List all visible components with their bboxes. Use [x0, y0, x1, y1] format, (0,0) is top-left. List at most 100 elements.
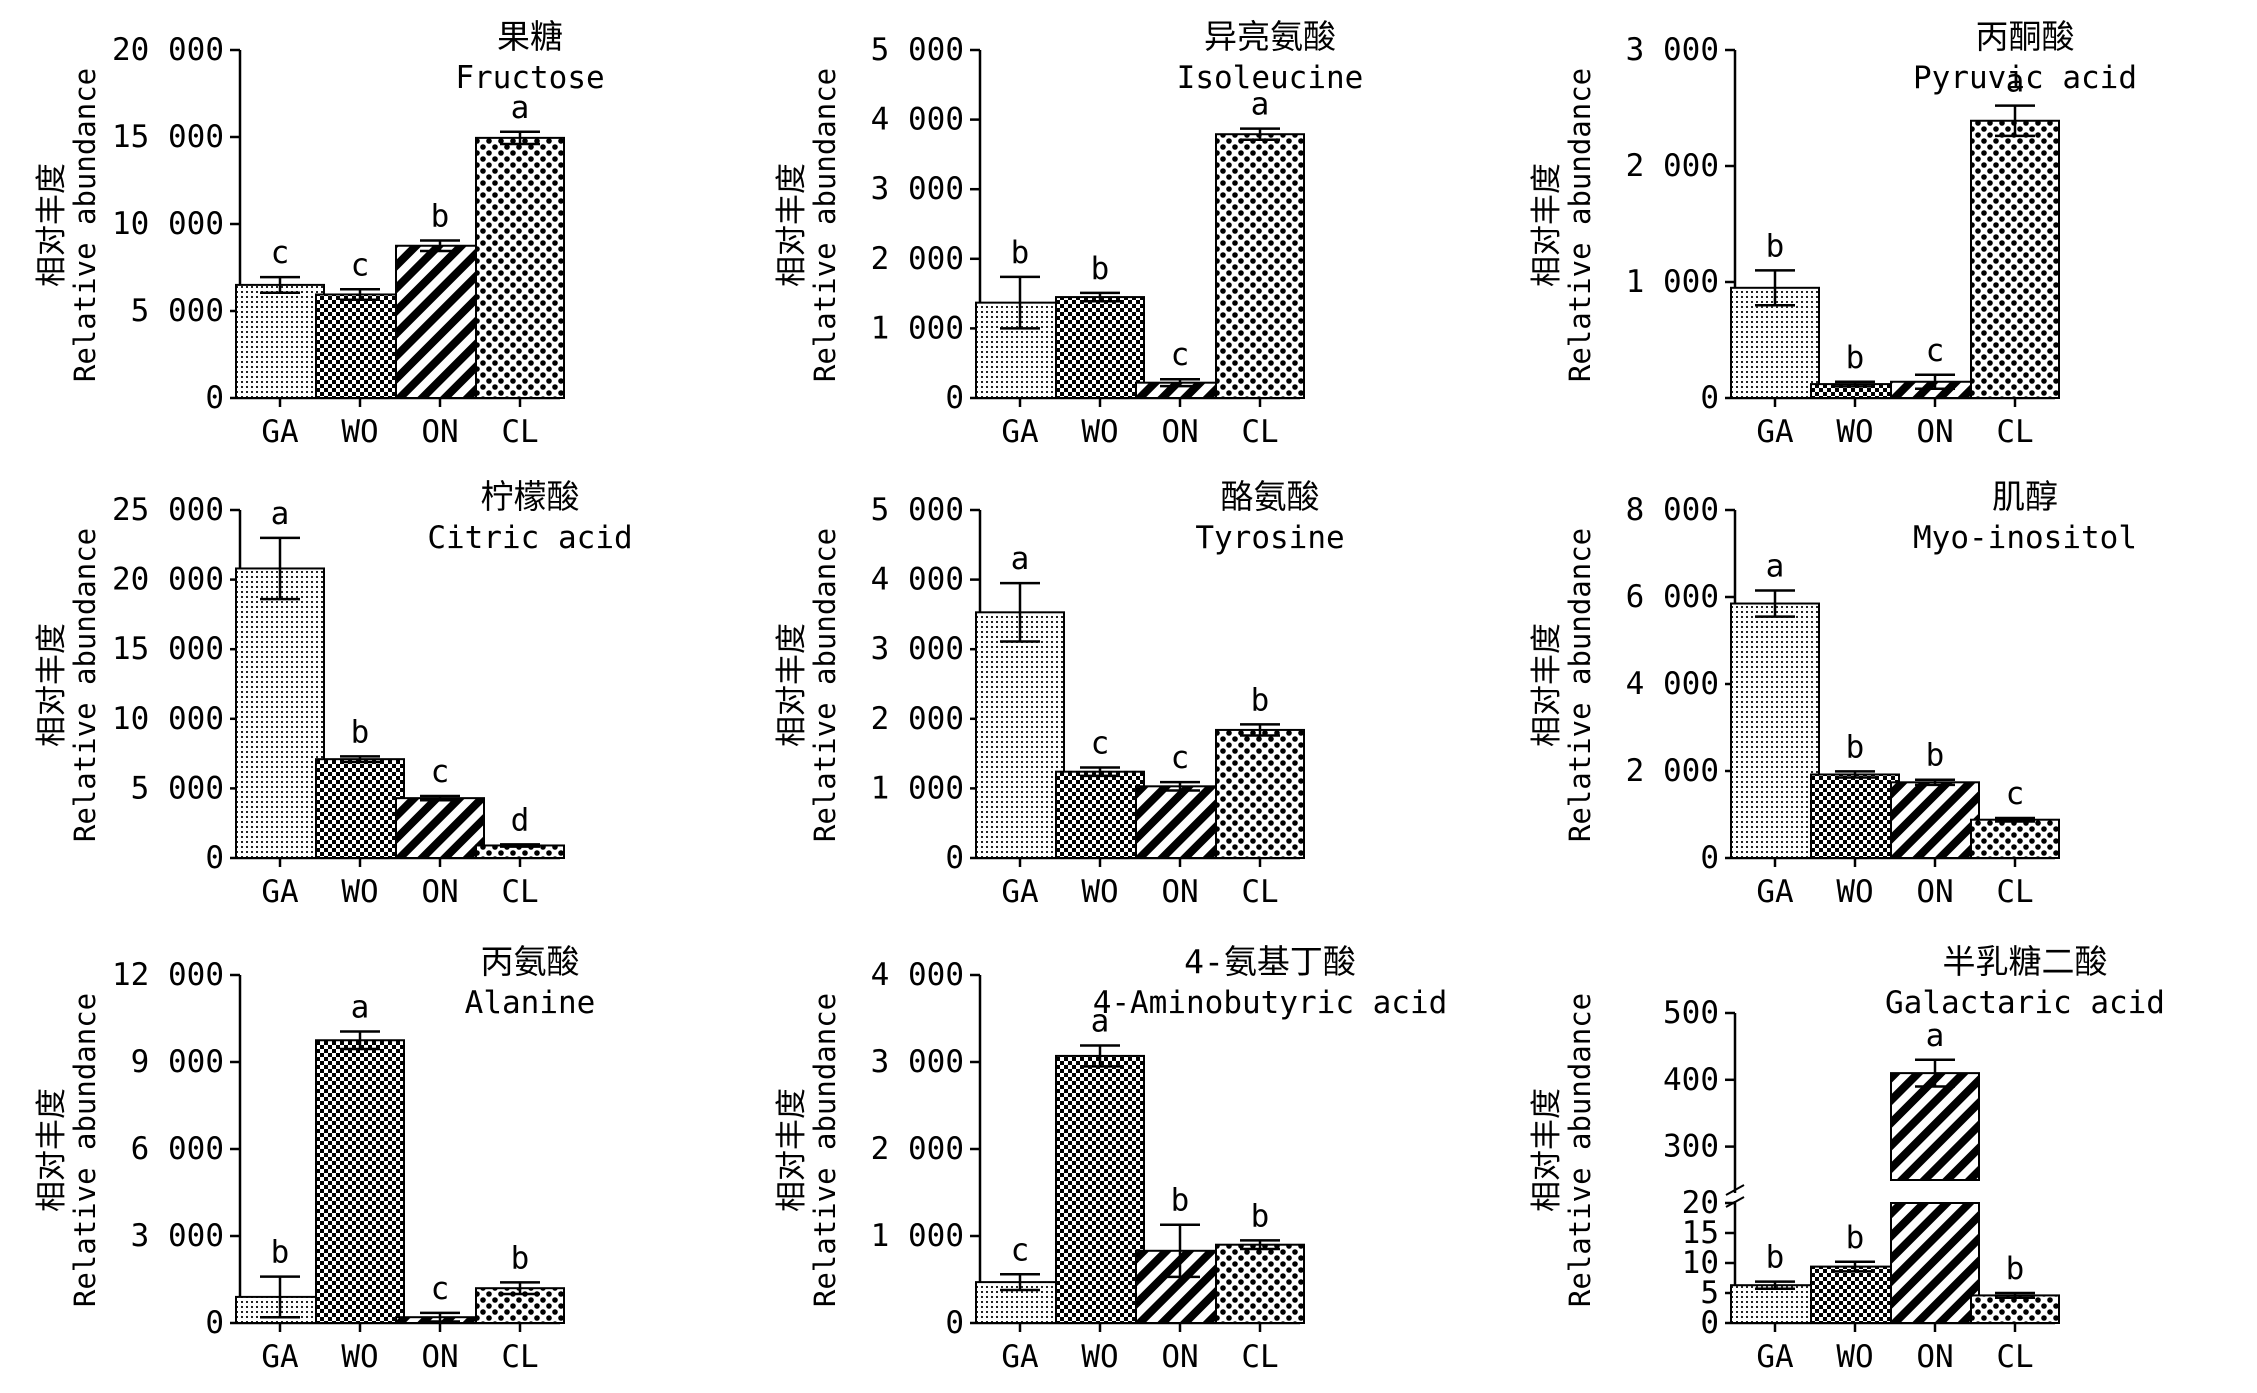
- chart-title-en: Pyruvic acid: [1913, 60, 2137, 96]
- y-tick-label: 20 000: [112, 562, 224, 598]
- y-tick-label: 15 000: [112, 631, 224, 667]
- significance-letter: c: [351, 247, 370, 283]
- bar-cl: [1215, 133, 1305, 399]
- chart-title-cn: 酪氨酸: [1221, 477, 1320, 516]
- y-tick-label: 0: [945, 1305, 964, 1341]
- x-tick-label: WO: [1836, 874, 1873, 910]
- y-axis-label-cn: 相对丰度: [774, 623, 810, 747]
- y-tick-label: 5 000: [871, 32, 964, 68]
- x-tick-label: CL: [501, 874, 538, 910]
- y-axis-label-en: Relative abundance: [808, 993, 842, 1307]
- y-tick-label: 5 000: [131, 770, 224, 806]
- bar-wo: [1055, 1054, 1145, 1324]
- y-tick-label: 4 000: [1626, 666, 1719, 702]
- y-axis-label-cn: 相对丰度: [34, 623, 70, 747]
- chart-title-en: Isoleucine: [1177, 60, 1364, 96]
- y-axis-label-cn: 相对丰度: [774, 1088, 810, 1212]
- significance-letter: b: [1926, 738, 1945, 774]
- y-tick-label: 20 000: [112, 32, 224, 68]
- chart-title-cn: 4-氨基丁酸: [1184, 942, 1356, 981]
- significance-letter: b: [1091, 251, 1110, 287]
- bar-wo: [1055, 770, 1145, 860]
- significance-letter: c: [1011, 1232, 1030, 1268]
- x-tick-label: GA: [1756, 1339, 1794, 1375]
- significance-letter: b: [351, 714, 370, 750]
- chart-panel-5: 0 1 000 2 000 3 000 4 000 5 000 相对丰度 Relative a…: [740, 460, 1502, 923]
- chart-panel-1: 0 5 000 10 000 15 000 20 000 相对丰度 Relative abu…: [0, 0, 762, 463]
- significance-letter: a: [351, 990, 370, 1026]
- x-tick-label: ON: [1161, 1339, 1198, 1375]
- x-tick-label: CL: [1996, 414, 2033, 450]
- bar-ga: [1730, 1284, 1820, 1325]
- chart-svg: 0 5 000 10 000 15 000 20 000 25 000 相对丰度Relati…: [34, 477, 633, 910]
- chart-title-en: Tyrosine: [1195, 520, 1344, 556]
- bar-on: [395, 244, 485, 399]
- x-tick-label: WO: [341, 1339, 378, 1375]
- significance-letter: c: [1171, 337, 1190, 373]
- y-tick-label: 8 000: [1626, 492, 1719, 528]
- bar-cl: [1215, 728, 1305, 859]
- bar-wo: [1810, 773, 1900, 860]
- x-tick-label: ON: [421, 874, 458, 910]
- y-tick-label: 0: [1700, 1305, 1719, 1341]
- significance-letter: b: [1766, 228, 1785, 264]
- bar-ga: [235, 283, 325, 399]
- significance-letter: c: [431, 1271, 450, 1307]
- bar-wo: [1055, 296, 1145, 399]
- significance-letter: b: [1251, 682, 1270, 718]
- y-tick-label: 1 000: [871, 310, 964, 346]
- bar-ga: [235, 567, 325, 860]
- chart-title-en: Myo-inositol: [1913, 520, 2137, 556]
- x-tick-label: ON: [1161, 414, 1198, 450]
- chart-title-cn: 柠檬酸: [481, 477, 580, 516]
- y-tick-label: 12 000: [112, 957, 224, 993]
- x-tick-label: GA: [1001, 1339, 1039, 1375]
- y-tick-label: 25 000: [112, 492, 224, 528]
- y-tick-label: 3 000: [131, 1218, 224, 1254]
- significance-letter: c: [1091, 726, 1110, 762]
- x-tick-label: GA: [1001, 874, 1039, 910]
- significance-letter: c: [1171, 740, 1190, 776]
- y-tick-label: 5 000: [131, 293, 224, 329]
- bar-wo: [315, 293, 405, 399]
- significance-letter: a: [1766, 548, 1785, 584]
- x-tick-label: ON: [1161, 874, 1198, 910]
- y-axis-label-cn: 相对丰度: [34, 163, 70, 287]
- x-tick-label: ON: [421, 1339, 458, 1375]
- x-tick-label: WO: [341, 414, 378, 450]
- y-tick-label: 9 000: [131, 1044, 224, 1080]
- chart-title-cn: 肌醇: [1992, 477, 2058, 516]
- y-tick-label: 3 000: [1626, 32, 1719, 68]
- y-axis-label-cn: 相对丰度: [1529, 163, 1565, 287]
- y-axis-label-en: Relative abundance: [808, 528, 842, 842]
- chart-title-cn: 果糖: [497, 17, 563, 56]
- x-tick-label: CL: [1241, 874, 1278, 910]
- y-axis-label-en: Relative abundance: [68, 993, 102, 1307]
- y-tick-label: 2 000: [871, 701, 964, 737]
- y-tick-label: 5 000: [871, 492, 964, 528]
- significance-letter: b: [271, 1235, 290, 1271]
- x-tick-label: GA: [1756, 414, 1794, 450]
- x-tick-label: WO: [1836, 1339, 1873, 1375]
- y-tick-label: 0: [205, 380, 224, 416]
- significance-letter: a: [1011, 541, 1030, 577]
- significance-letter: c: [2006, 776, 2025, 812]
- chart-title-cn: 半乳糖二酸: [1943, 942, 2108, 981]
- y-tick-label: 0: [945, 380, 964, 416]
- y-tick-label: 6 000: [1626, 579, 1719, 615]
- x-tick-label: CL: [501, 414, 538, 450]
- y-tick-label: 10 000: [112, 701, 224, 737]
- significance-letter: a: [1926, 1018, 1945, 1054]
- x-tick-label: WO: [1081, 414, 1118, 450]
- y-tick-label: 2 000: [871, 241, 964, 277]
- y-tick-label: 5: [1700, 1275, 1719, 1311]
- y-tick-label: 2 000: [871, 1131, 964, 1167]
- chart-panel-9: 0 5 10 15 20 300 400 500 相对丰度 Relative abundance 半…: [1495, 925, 2257, 1388]
- chart-title-cn: 异亮氨酸: [1204, 17, 1336, 56]
- bar-ga: [1730, 602, 1820, 859]
- x-tick-label: CL: [1996, 874, 2033, 910]
- significance-letter: b: [511, 1240, 530, 1276]
- y-tick-label: 300: [1663, 1129, 1719, 1165]
